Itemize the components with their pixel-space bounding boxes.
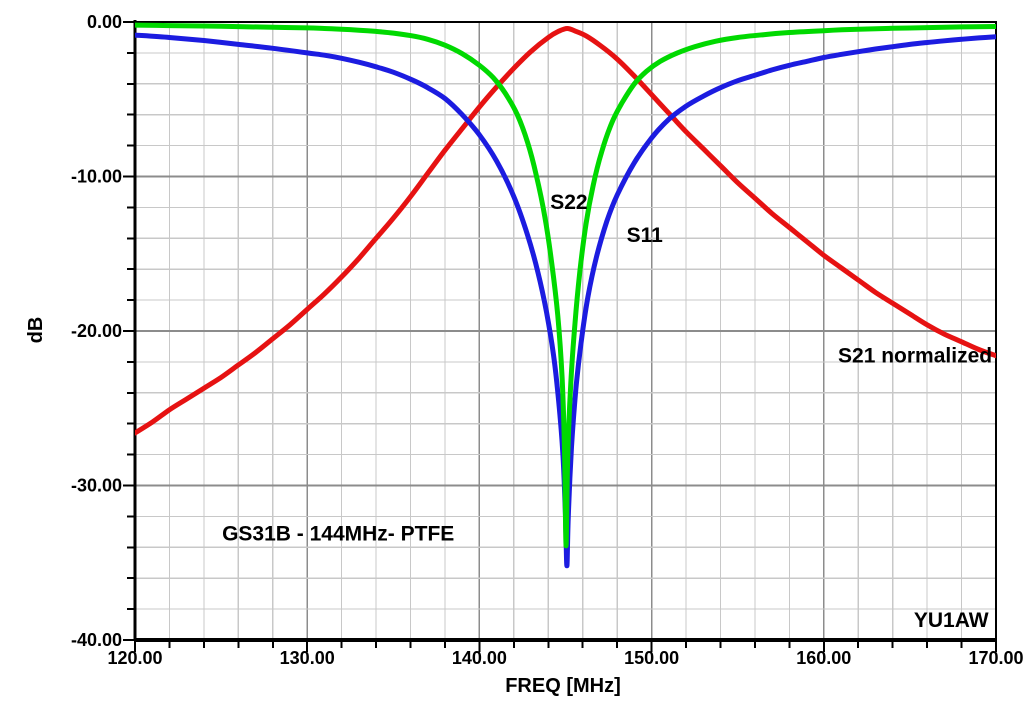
axis-ticks — [123, 21, 997, 652]
x-tick-label: 120.00 — [107, 648, 162, 668]
curve-s22 — [135, 22, 996, 549]
y-tick-label: -30.00 — [71, 476, 122, 496]
curves — [135, 22, 996, 569]
curve-s11 — [135, 32, 996, 569]
x-tick-label: 170.00 — [968, 648, 1023, 668]
x-tick-label: 130.00 — [280, 648, 335, 668]
y-tick-label: 0.00 — [87, 12, 122, 32]
s21-curve-label: S21 normalized — [838, 345, 992, 368]
x-tick-label: 160.00 — [796, 648, 851, 668]
curve-s21-normalized — [135, 26, 996, 436]
tick-labels: 120.00 130.00 140.00 150.00 160.00 170.00 0.00… — [71, 12, 1024, 668]
y-axis-title: dB — [25, 317, 47, 344]
s11-curve-label: S11 — [627, 224, 664, 247]
y-tick-label: -40.00 — [71, 630, 122, 650]
x-axis-title: FREQ [MHz] — [505, 675, 621, 697]
s22-curve-label: S22 — [550, 191, 587, 214]
y-tick-label: -20.00 — [71, 321, 122, 341]
device-title-label: GS31B - 144MHz- PTFE — [222, 522, 454, 545]
x-tick-label: 140.00 — [452, 648, 507, 668]
callsign-label: YU1AW — [914, 609, 989, 632]
x-tick-label: 150.00 — [624, 648, 679, 668]
y-tick-label: -10.00 — [71, 167, 122, 187]
